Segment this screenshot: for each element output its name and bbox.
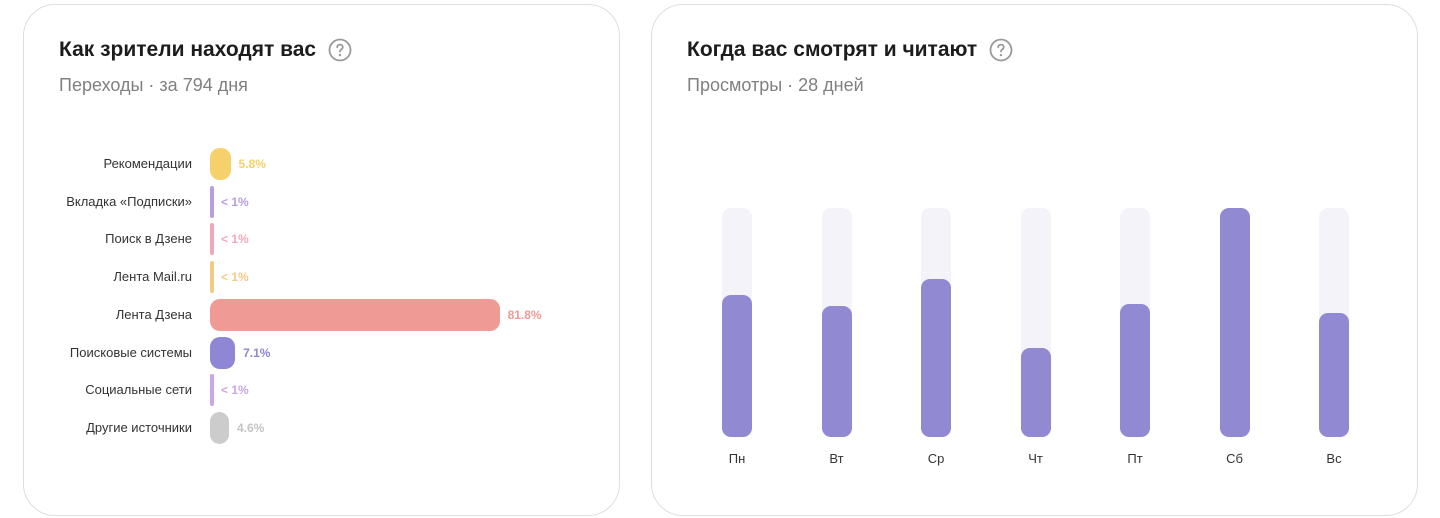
weekday-views-chart: Пн Вт Ср Чт Пт Сб Вс [652,5,1419,517]
source-value-label: < 1% [221,270,249,285]
traffic-sources-card: Как зрители находят вас Переходы · за 79… [23,4,620,516]
source-label: Вкладка «Подписки» [66,193,192,209]
traffic-sources-title-row: Как зрители находят вас [59,38,352,62]
traffic-sources-subtitle: Переходы · за 794 дня [59,75,248,95]
weekday-bar [722,295,752,437]
source-row: Социальные сети < 1% [24,373,621,407]
source-label: Поисковые системы [69,344,192,360]
source-row: Поиск в Дзене < 1% [24,222,621,256]
weekday-bar [1219,208,1250,437]
source-label: Другие источники [86,419,192,435]
source-row: Другие источники 4.6% [24,411,621,445]
weekday-label: Сб [1226,451,1243,466]
viewing-time-subtitle: Просмотры · 28 дней [687,75,864,95]
weekday-bar [921,278,951,437]
source-label: Рекомендации [103,156,192,171]
source-label: Лента Дзена [115,306,192,322]
weekday-bar [1020,347,1051,437]
source-label: Социальные сети [85,382,192,398]
source-bar [210,223,214,256]
weekday-label: Пт [1127,451,1143,466]
source-value-label: 5.8% [238,157,266,171]
traffic-sources-title: Как зрители находят вас [59,38,317,61]
source-bar [210,261,214,294]
source-value-label: < 1% [221,232,249,247]
viewing-time-card: Когда вас смотрят и читают Просмотры · 2… [651,4,1418,516]
source-row: Лента Дзена 81.8% [24,298,621,332]
viewing-time-title-row: Когда вас смотрят и читают [687,38,1013,62]
source-row: Вкладка «Подписки» < 1% [24,185,621,219]
source-bar [210,148,231,180]
source-value-label: < 1% [221,383,249,398]
weekday-bar [1319,313,1349,437]
source-bar [210,411,229,444]
source-label: Лента Mail.ru [113,269,192,285]
source-row: Поисковые системы 7.1% [24,336,621,370]
source-value-label: < 1% [221,194,249,209]
weekday-label: Чт [1028,451,1043,466]
source-row: Рекомендации 5.8% [24,147,621,181]
question-circle-icon[interactable] [328,38,352,62]
viewing-time-title: Когда вас смотрят и читают [687,38,978,61]
source-bar [210,336,236,369]
source-value-label: 81.8% [507,307,542,322]
source-bar [210,185,214,218]
source-label: Поиск в Дзене [105,231,192,247]
weekday-label: Пн [728,451,746,466]
weekday-label: Вт [829,451,844,466]
weekday-label: Вс [1326,451,1342,466]
source-value-label: 4.6% [236,420,265,435]
source-bar [210,298,500,331]
question-circle-icon[interactable] [989,38,1013,62]
weekday-bar [1120,304,1150,437]
source-row: Лента Mail.ru < 1% [24,260,621,294]
source-value-label: 7.1% [243,345,271,360]
weekday-bar [821,306,852,437]
traffic-sources-chart: Рекомендации 5.8% Вкладка «Подписки» < 1% По… [24,5,621,517]
source-bar [210,374,214,407]
weekday-label: Ср [927,451,945,466]
